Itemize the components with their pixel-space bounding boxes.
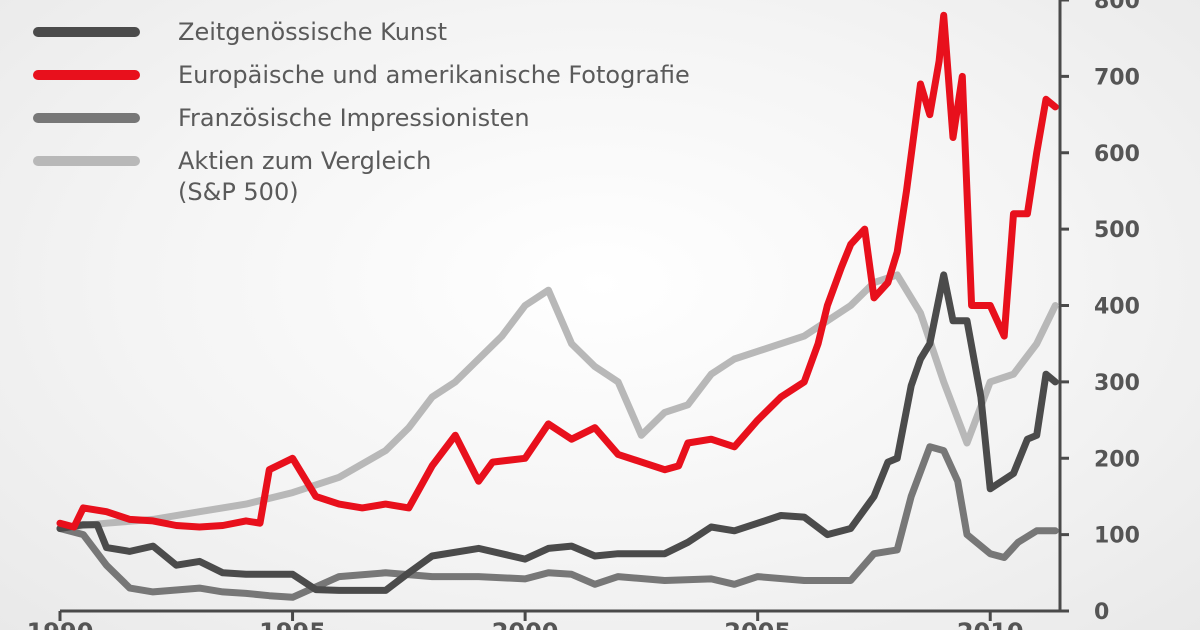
x-tick-label: 2005 xyxy=(724,618,791,630)
series-lines xyxy=(56,11,1059,601)
y-tick-label: 400 xyxy=(1094,295,1140,320)
legend-item-impressionisten: Französische Impressionisten xyxy=(33,104,530,132)
y-tick-label: 300 xyxy=(1094,371,1140,396)
legend-item-fotografie: Europäische und amerikanische Fotografie xyxy=(33,61,690,89)
y-tick-label: 800 xyxy=(1094,0,1140,14)
series-impressionisten xyxy=(56,443,1059,601)
legend-label: Französische Impressionisten xyxy=(178,104,530,132)
legend-item-zeitgenoessische-kunst: Zeitgenössische Kunst xyxy=(33,18,447,46)
y-tick-label: 0 xyxy=(1094,600,1109,625)
y-tick-label: 700 xyxy=(1094,65,1140,90)
y-tick-label: 600 xyxy=(1094,142,1140,167)
x-tick-label: 2010 xyxy=(957,618,1024,630)
legend: Zeitgenössische Kunst Europäische und am… xyxy=(33,18,690,206)
x-tick-label: 2000 xyxy=(492,618,559,630)
y-tick-label: 200 xyxy=(1094,447,1140,472)
x-tick-label: 1995 xyxy=(259,618,326,630)
series-aktien xyxy=(56,271,1059,532)
legend-label: Europäische und amerikanische Fotografie xyxy=(178,61,690,89)
legend-label: Zeitgenössische Kunst xyxy=(178,18,447,46)
legend-label-line2: (S&P 500) xyxy=(178,178,299,206)
series-fotografie xyxy=(56,11,1059,531)
series-zeitgenoessische-kunst xyxy=(56,271,1059,594)
x-tick-label: 1990 xyxy=(27,618,94,630)
y-tick-label: 100 xyxy=(1094,524,1140,549)
x-axis-ticks: 1990 1995 2000 2005 2010 xyxy=(27,611,1024,630)
legend-label: Aktien zum Vergleich xyxy=(178,147,431,175)
y-axis-ticks: 0 100 200 300 400 500 600 700 800 xyxy=(1060,0,1140,625)
y-tick-label: 500 xyxy=(1094,218,1140,243)
legend-item-aktien: Aktien zum Vergleich (S&P 500) xyxy=(33,147,431,206)
